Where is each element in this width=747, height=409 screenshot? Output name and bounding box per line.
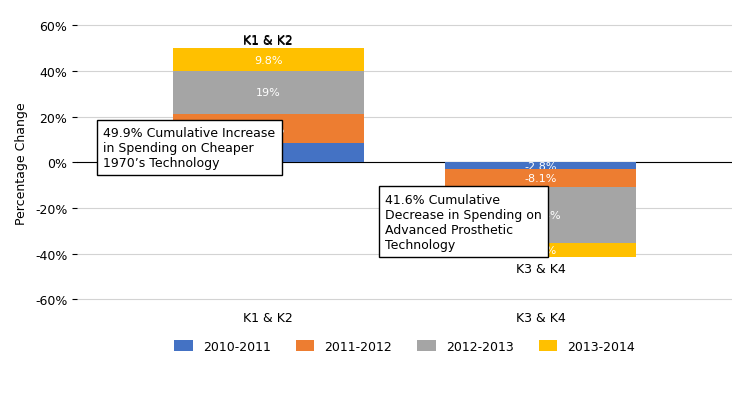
Text: 8.4%: 8.4% [254,148,282,158]
Text: 9.8%: 9.8% [254,56,282,65]
Text: -24.4%: -24.4% [521,211,561,220]
Bar [173,115,364,144]
Text: K3 & K4: K3 & K4 [516,311,565,324]
Bar [173,49,364,72]
Text: -6.3%: -6.3% [525,245,557,255]
Text: -8.1%: -8.1% [525,173,557,184]
Bar [173,144,364,163]
Bar [445,163,636,169]
Bar [445,243,636,258]
Bar [445,188,636,243]
Text: K3 & K4: K3 & K4 [516,262,565,275]
Text: K1 & K2: K1 & K2 [244,311,293,324]
Legend: 2010-2011, 2011-2012, 2012-2013, 2013-2014: 2010-2011, 2011-2012, 2012-2013, 2013-20… [169,335,640,358]
Text: 19%: 19% [255,88,280,98]
Text: K1 & K2: K1 & K2 [244,34,293,47]
Bar [173,72,364,115]
Text: 41.6% Cumulative
Decrease in Spending on
Advanced Prosthetic
Technology: 41.6% Cumulative Decrease in Spending on… [385,193,542,251]
Text: 49.9% Cumulative Increase
in Spending on Cheaper
1970’s Technology: 49.9% Cumulative Increase in Spending on… [103,127,276,170]
Y-axis label: Percentage Change: Percentage Change [15,102,28,224]
Text: 12.7%: 12.7% [250,124,286,134]
Text: K1 & K2: K1 & K2 [244,35,293,48]
Text: -2.8%: -2.8% [524,161,557,171]
Bar [445,169,636,188]
